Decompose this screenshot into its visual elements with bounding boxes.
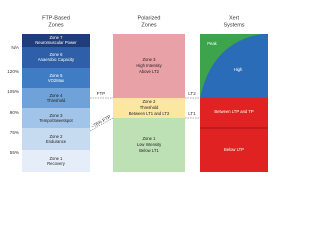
zone-desc: Threshold: [47, 98, 66, 103]
zone-name: Zone 3: [49, 113, 63, 118]
zone-desc: Neuromuscular Power: [35, 40, 77, 45]
zone-name: Zone 5: [49, 73, 63, 78]
zone-name: Between LTP and TP: [214, 109, 254, 114]
column-title: Systems: [223, 22, 244, 28]
zone-name: Zone 2: [142, 99, 156, 104]
ftp-column: Zone 7 Neuromuscular Power Zone 6 Anaero…: [22, 34, 90, 172]
zone-desc: High Intensity: [136, 63, 162, 68]
marker-label: ~76% FTP: [90, 114, 111, 129]
zone-name: Zone 2: [49, 134, 63, 139]
connector: [89, 117, 114, 132]
zone-name: Zone 3: [142, 57, 156, 62]
axis-label: N/A: [11, 45, 20, 50]
zone-block: [22, 68, 90, 88]
axis-label: 120%: [7, 69, 19, 74]
marker-label: LT2: [188, 91, 196, 96]
polarized-column: Zone 3 High Intensity Above LT2 Zone 2 T…: [113, 34, 185, 172]
axis-label: 55%: [10, 150, 19, 155]
zone-block: [22, 150, 90, 172]
column-title: FTP-Based: [42, 15, 70, 21]
zone-block: [22, 128, 90, 150]
column-title: Polarized: [138, 15, 161, 21]
zone-desc: Below LT1: [139, 148, 159, 153]
zone-desc: Recovery: [47, 161, 66, 166]
zone-desc: Between LT1 and LT2: [129, 111, 170, 116]
axis-label: 75%: [10, 130, 19, 135]
zone-block: [113, 118, 185, 172]
zone-desc: Threshold: [140, 105, 159, 110]
zone-desc: VO2Max: [48, 78, 65, 83]
zone-block: [200, 98, 268, 172]
zone-name: Zone 1: [142, 136, 156, 141]
zone-block: [22, 47, 90, 68]
zone-desc: Low Intensity: [137, 142, 162, 147]
zone-desc: Tempo/Sweetspot: [39, 118, 73, 123]
column-title: Zones: [141, 22, 157, 28]
zone-block: [22, 108, 90, 128]
column-title: Xert: [229, 15, 240, 21]
zone-name: Zone 7: [49, 35, 63, 40]
zone-desc: Above LT2: [139, 69, 160, 74]
zone-block: [22, 34, 90, 47]
marker-label: FTP: [97, 91, 106, 96]
column-title: Zones: [48, 22, 64, 28]
zone-name: High: [234, 67, 243, 72]
marker-label: LT1: [188, 111, 196, 116]
zone-desc: Endurance: [46, 139, 67, 144]
zone-desc: Anaerobic Capacity: [38, 57, 75, 62]
diagram: FTP-Based Zones Polarized Zones Xert Sys…: [7, 15, 268, 172]
zone-name: Peak: [207, 41, 217, 46]
zone-name: Below LTP: [224, 147, 244, 152]
zone-name: Zone 1: [49, 156, 63, 161]
zone-block: [113, 98, 185, 118]
axis-label: 105%: [7, 89, 19, 94]
zone-block: [22, 88, 90, 108]
zone-name: Zone 4: [49, 93, 63, 98]
zone-name: Zone 6: [49, 52, 63, 57]
xert-column: Peak High Between LTP and TP Below LTP: [200, 34, 268, 172]
zone-block: [113, 34, 185, 98]
peak-area: [200, 34, 262, 98]
axis-label: 90%: [10, 110, 19, 115]
